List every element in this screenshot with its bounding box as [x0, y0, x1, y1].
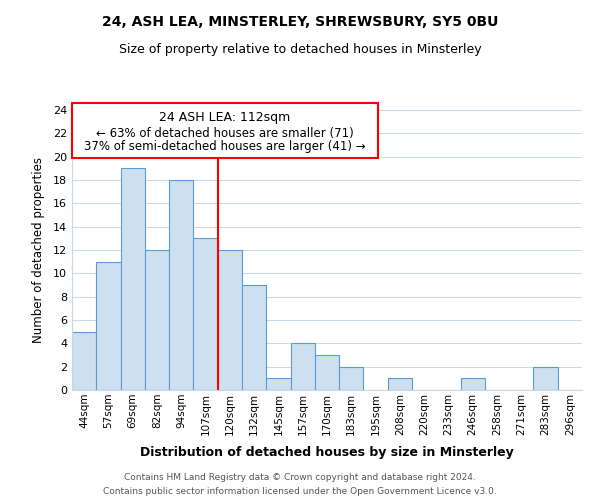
Bar	[339, 366, 364, 390]
Text: 24, ASH LEA, MINSTERLEY, SHREWSBURY, SY5 0BU: 24, ASH LEA, MINSTERLEY, SHREWSBURY, SY5…	[102, 15, 498, 29]
Bar	[242, 285, 266, 390]
Bar	[266, 378, 290, 390]
Text: Size of property relative to detached houses in Minsterley: Size of property relative to detached ho…	[119, 42, 481, 56]
Bar	[72, 332, 96, 390]
Bar	[145, 250, 169, 390]
Bar	[193, 238, 218, 390]
Text: Contains public sector information licensed under the Open Government Licence v3: Contains public sector information licen…	[103, 486, 497, 496]
Bar	[121, 168, 145, 390]
X-axis label: Distribution of detached houses by size in Minsterley: Distribution of detached houses by size …	[140, 446, 514, 459]
Bar	[290, 344, 315, 390]
Text: 24 ASH LEA: 112sqm: 24 ASH LEA: 112sqm	[160, 112, 290, 124]
Text: ← 63% of detached houses are smaller (71): ← 63% of detached houses are smaller (71…	[96, 126, 354, 140]
Bar	[169, 180, 193, 390]
Text: 37% of semi-detached houses are larger (41) →: 37% of semi-detached houses are larger (…	[84, 140, 366, 153]
Bar	[461, 378, 485, 390]
Bar	[533, 366, 558, 390]
Bar	[315, 355, 339, 390]
Bar	[96, 262, 121, 390]
Bar	[218, 250, 242, 390]
Y-axis label: Number of detached properties: Number of detached properties	[32, 157, 44, 343]
Bar	[388, 378, 412, 390]
Text: Contains HM Land Registry data © Crown copyright and database right 2024.: Contains HM Land Registry data © Crown c…	[124, 472, 476, 482]
